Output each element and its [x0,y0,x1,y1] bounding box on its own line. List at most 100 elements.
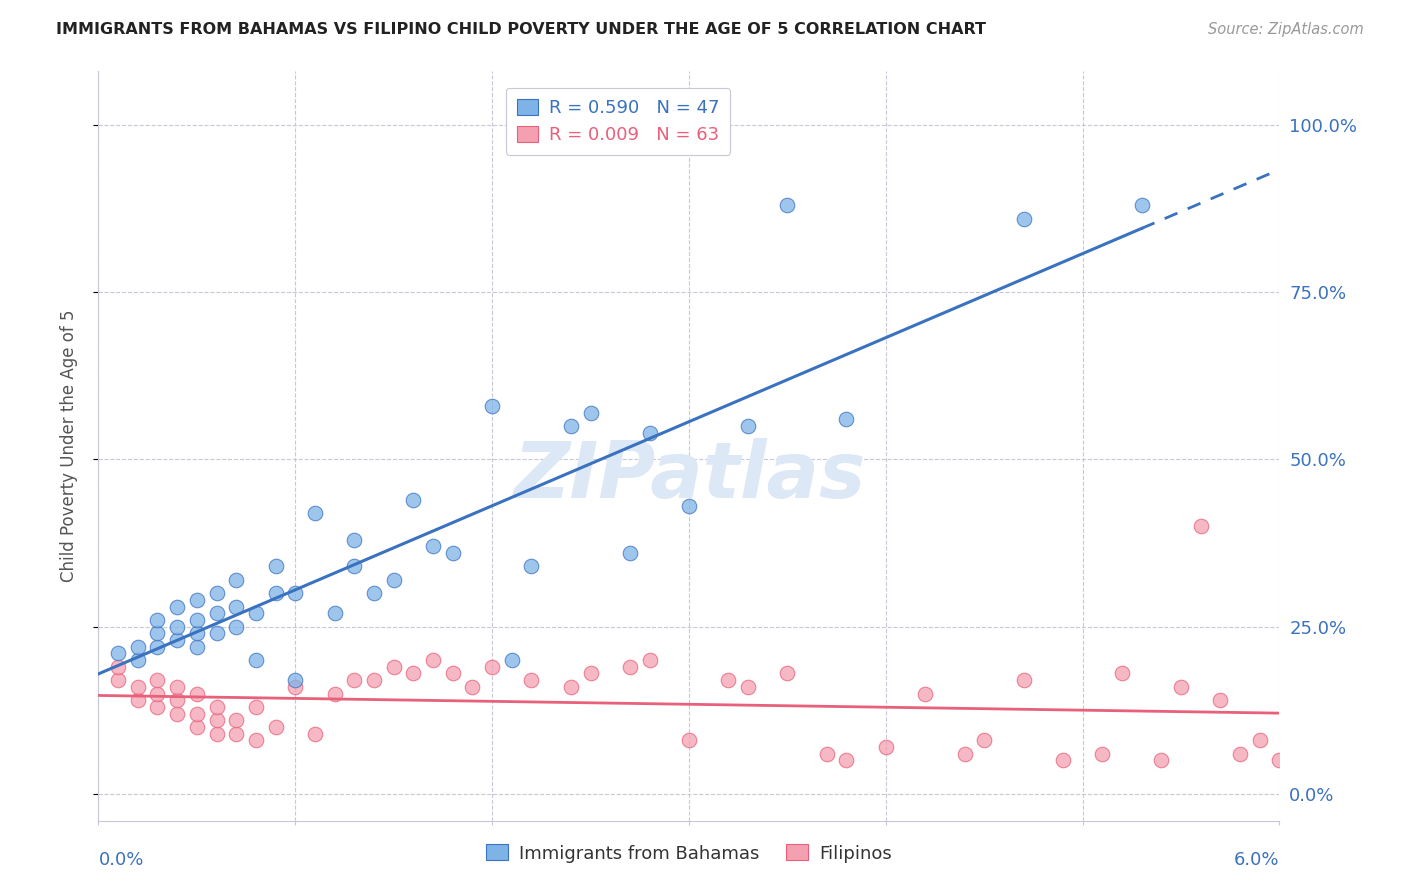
Point [146,626,169,640]
Point [914,687,936,701]
Point [166,633,188,648]
Point [146,613,169,627]
Point [264,720,287,734]
Point [382,573,405,587]
Text: 0.0%: 0.0% [98,851,143,869]
Point [107,673,129,688]
Point [225,599,247,614]
Text: Source: ZipAtlas.com: Source: ZipAtlas.com [1208,22,1364,37]
Point [835,412,858,426]
Point [166,706,188,721]
Point [1308,740,1330,755]
Point [835,753,858,767]
Point [127,680,149,694]
Point [284,673,307,688]
Point [205,607,228,621]
Point [186,687,208,701]
Text: ZIPatlas: ZIPatlas [513,438,865,514]
Point [815,747,838,761]
Point [264,586,287,600]
Point [245,653,267,667]
Point [619,660,641,674]
Point [363,586,385,600]
Point [1052,753,1074,767]
Y-axis label: Child Poverty Under the Age of 5: Child Poverty Under the Age of 5 [59,310,77,582]
Point [520,559,543,574]
Point [1347,747,1369,761]
Point [638,653,661,667]
Point [146,687,169,701]
Point [579,666,602,681]
Point [323,687,346,701]
Point [127,640,149,654]
Point [146,699,169,714]
Point [166,693,188,707]
Point [1288,687,1310,701]
Point [323,607,346,621]
Point [127,693,149,707]
Point [402,492,425,507]
Point [363,673,385,688]
Point [1249,733,1271,747]
Point [638,425,661,440]
Point [225,714,247,728]
Point [1367,693,1389,707]
Point [205,699,228,714]
Point [245,733,267,747]
Point [304,726,326,740]
Text: 6.0%: 6.0% [1234,851,1279,869]
Point [166,599,188,614]
Point [422,539,444,553]
Point [402,666,425,681]
Point [186,626,208,640]
Point [186,640,208,654]
Text: IMMIGRANTS FROM BAHAMAS VS FILIPINO CHILD POVERTY UNDER THE AGE OF 5 CORRELATION: IMMIGRANTS FROM BAHAMAS VS FILIPINO CHIL… [56,22,986,37]
Legend: Immigrants from Bahamas, Filipinos: Immigrants from Bahamas, Filipinos [477,835,901,871]
Point [205,714,228,728]
Point [284,680,307,694]
Point [441,666,464,681]
Point [1209,693,1232,707]
Point [127,653,149,667]
Point [264,559,287,574]
Point [245,699,267,714]
Point [382,660,405,674]
Point [737,419,759,434]
Point [1170,680,1192,694]
Point [875,740,897,755]
Point [973,733,995,747]
Point [186,593,208,607]
Point [225,726,247,740]
Point [107,646,129,660]
Point [1012,211,1035,226]
Point [579,406,602,420]
Point [678,733,700,747]
Point [166,680,188,694]
Point [1012,673,1035,688]
Point [186,613,208,627]
Point [422,653,444,667]
Point [205,726,228,740]
Point [717,673,740,688]
Point [481,399,503,413]
Point [737,680,759,694]
Point [1150,753,1173,767]
Point [304,506,326,520]
Point [166,620,188,634]
Point [146,640,169,654]
Point [186,706,208,721]
Point [225,573,247,587]
Point [619,546,641,560]
Point [461,680,484,694]
Point [343,559,366,574]
Point [520,673,543,688]
Point [1111,666,1133,681]
Point [776,666,799,681]
Point [501,653,523,667]
Point [441,546,464,560]
Point [560,419,582,434]
Point [245,607,267,621]
Point [146,673,169,688]
Point [1189,519,1212,533]
Point [107,660,129,674]
